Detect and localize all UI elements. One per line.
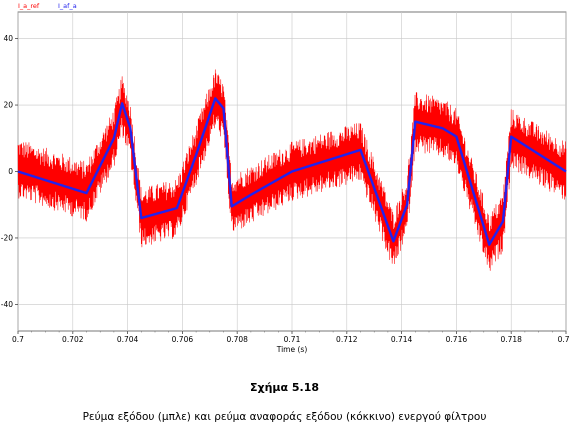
y-tick-label: 20 [3, 101, 13, 110]
x-tick-label: 0.718 [500, 335, 522, 344]
y-tick-label: -20 [1, 233, 13, 242]
y-tick-label: 40 [3, 34, 13, 43]
chart: 0.7 0.702 0.704 0.706 0.708 0.71 0.712 0.714 0.7… [1, 2, 569, 354]
x-tick-label: 0.72 [558, 335, 569, 344]
x-tick-label: 0.7 [12, 335, 24, 344]
x-tick-label: 0.716 [446, 335, 468, 344]
series-line-i-af-a [17, 97, 567, 246]
y-tick-label: -40 [1, 300, 13, 309]
y-tick-label: 0 [8, 167, 13, 176]
x-tick-label: 0.702 [62, 335, 84, 344]
chart-svg: 0.7 0.702 0.704 0.706 0.708 0.71 0.712 0.714 0.7… [1, 2, 569, 354]
legend-entry: I_af_a [58, 2, 77, 10]
figure-caption: Ρεύμα εξόδου (μπλε) και ρεύμα αναφοράς ε… [82, 411, 487, 423]
x-tick-label: 0.71 [284, 335, 301, 344]
ticks: 0.7 0.702 0.704 0.706 0.708 0.71 0.712 0.714 0.7… [1, 34, 569, 344]
x-tick-label: 0.712 [336, 335, 358, 344]
series-layer [17, 69, 567, 271]
x-tick-label: 0.714 [391, 335, 413, 344]
x-tick-label: 0.704 [117, 335, 139, 344]
legend: I_a_ref I_af_a [18, 2, 77, 10]
x-tick-label: 0.708 [226, 335, 248, 344]
legend-entry: I_a_ref [18, 2, 40, 10]
grid [17, 12, 567, 331]
x-tick-label: 0.706 [172, 335, 194, 344]
series-line-i-a-ref [17, 69, 567, 271]
x-axis-label: Time (s) [276, 345, 308, 354]
figure-number: Σχήμα 5.18 [249, 381, 320, 394]
